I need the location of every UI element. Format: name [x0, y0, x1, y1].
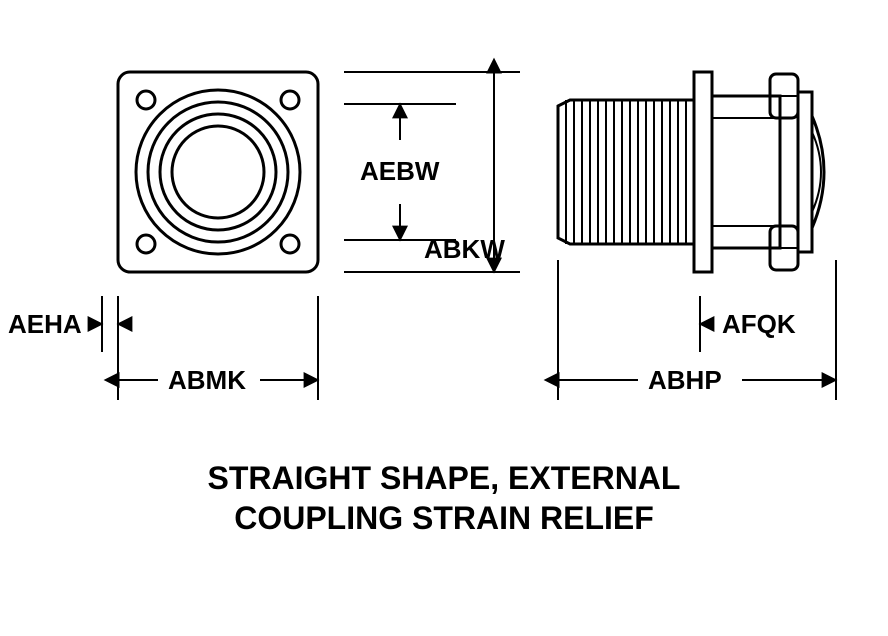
- label-abmk: ABMK: [168, 365, 246, 396]
- label-abhp: ABHP: [648, 365, 722, 396]
- label-aeha: AEHA: [8, 309, 82, 340]
- label-aebw: AEBW: [360, 156, 439, 187]
- label-abkw: ABKW: [424, 234, 505, 265]
- front-view: [118, 72, 318, 272]
- dim-aeha: [94, 296, 126, 400]
- title-line-1: STRAIGHT SHAPE, EXTERNAL: [0, 460, 888, 497]
- side-view: [558, 72, 824, 272]
- title-line-2: COUPLING STRAIN RELIEF: [0, 500, 888, 537]
- label-afqk: AFQK: [722, 309, 796, 340]
- diagram-canvas: AEBW ABKW AEHA ABMK AFQK ABHP STRAIGHT S…: [0, 0, 888, 636]
